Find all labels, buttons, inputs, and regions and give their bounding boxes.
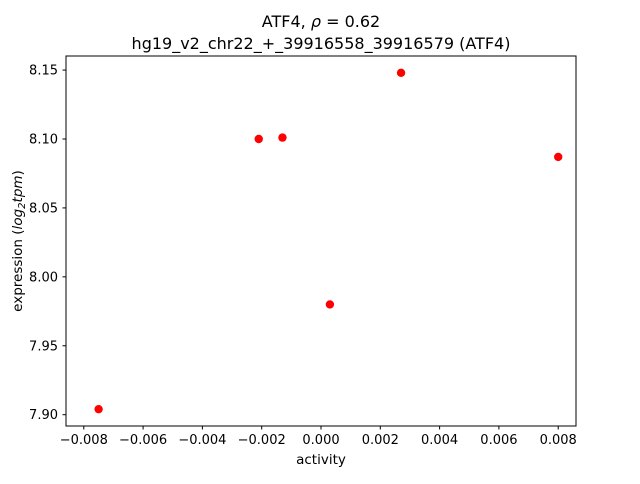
plot-area-spines: [65, 55, 577, 427]
data-point: [278, 133, 287, 142]
x-axis-label: activity: [296, 452, 346, 468]
data-point: [325, 300, 335, 309]
x-tick-label: 0.002: [362, 433, 399, 448]
y-tick-label: 8.05: [29, 201, 58, 216]
chart-title-line2: hg19_v2_chr22_+_39916558_39916579 (ATF4): [132, 34, 511, 54]
data-point: [554, 152, 563, 162]
y-tick-label: 7.90: [29, 408, 58, 423]
x-tick-label: −0.004: [178, 433, 226, 448]
x-tick-label: 0.004: [421, 433, 458, 448]
x-tick-label: −0.006: [119, 433, 167, 448]
y-tick-label: 8.00: [29, 270, 58, 285]
data-point: [396, 68, 406, 78]
data-point: [254, 134, 263, 144]
y-tick-label: 7.95: [29, 339, 58, 354]
y-tick-label: 8.15: [29, 64, 58, 79]
x-tick-label: 0.006: [480, 433, 517, 448]
y-axis-label: expression (log2tpm): [10, 170, 28, 312]
data-point: [94, 404, 103, 414]
chart-title-line1: ATF4, ρ = 0.62: [262, 12, 380, 31]
x-tick-label: 0.008: [540, 433, 577, 448]
y-tick-label: 8.10: [29, 132, 58, 147]
x-tick-label: −0.002: [238, 433, 286, 448]
x-tick-label: −0.008: [60, 433, 108, 448]
x-tick-label: 0.000: [302, 433, 339, 448]
